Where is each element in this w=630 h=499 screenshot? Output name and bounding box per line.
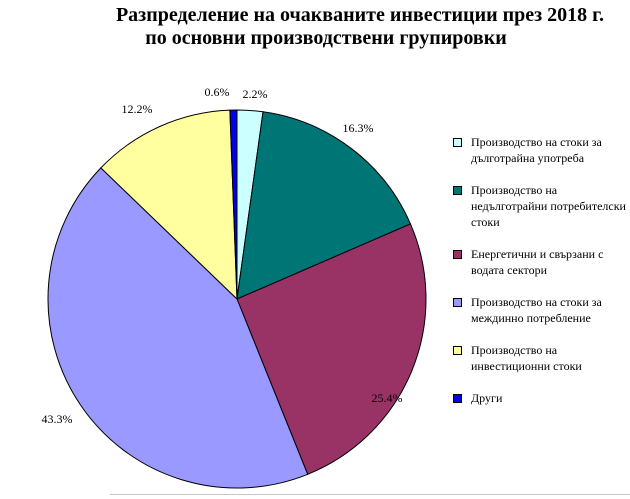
chart-title: Разпределение на очакваните инвестиции п… bbox=[0, 4, 630, 50]
legend-swatch-5 bbox=[453, 346, 462, 355]
legend-item-4: Производство на стоки за междинно потреб… bbox=[453, 294, 630, 326]
pie-slice-2 bbox=[236, 111, 412, 300]
chart-title-line-1: Разпределение на очакваните инвестиции п… bbox=[115, 4, 605, 26]
legend-item-1: Производство на стоки за дълготрайна упо… bbox=[453, 134, 630, 166]
slice-value-label-1: 2.2% bbox=[243, 87, 268, 101]
legend-item-6: Други bbox=[453, 390, 630, 406]
legend-swatch-1 bbox=[453, 138, 462, 147]
slice-value-label-6: 0.6% bbox=[205, 85, 230, 99]
legend-label-1: Производство на стоки за дълготрайна упо… bbox=[471, 135, 602, 165]
pie-slice-6 bbox=[229, 109, 238, 300]
legend-swatch-2 bbox=[453, 186, 462, 195]
legend-swatch-4 bbox=[453, 298, 462, 307]
slice-value-label-4: 43.3% bbox=[42, 412, 73, 426]
pie-slice-5 bbox=[100, 109, 238, 301]
chart-title-line-2: по основни производствени групировки bbox=[145, 27, 507, 49]
legend-label-3: Енергетични и свързани с водата сектори bbox=[471, 247, 604, 277]
chart-legend: Производство на стоки за дълготрайна упо… bbox=[453, 134, 630, 422]
legend-swatch-6 bbox=[453, 394, 462, 403]
legend-label-2: Производство на недълготрайни потребител… bbox=[471, 183, 626, 229]
legend-label-5: Производство на инвестиционни стоки bbox=[471, 343, 582, 373]
legend-label-6: Други bbox=[471, 391, 503, 405]
slice-value-label-5: 12.2% bbox=[122, 102, 153, 116]
bottom-divider bbox=[110, 494, 630, 495]
legend-swatch-3 bbox=[453, 250, 462, 259]
pie-slice-3 bbox=[236, 223, 427, 475]
slice-value-label-2: 16.3% bbox=[343, 121, 374, 135]
legend-item-3: Енергетични и свързани с водата сектори bbox=[453, 246, 630, 278]
legend-item-5: Производство на инвестиционни стоки bbox=[453, 342, 630, 374]
legend-label-4: Производство на стоки за междинно потреб… bbox=[471, 295, 602, 325]
legend-item-2: Производство на недълготрайни потребител… bbox=[453, 182, 630, 230]
slice-value-label-3: 25.4% bbox=[372, 391, 403, 405]
pie-slice-4 bbox=[47, 167, 309, 489]
